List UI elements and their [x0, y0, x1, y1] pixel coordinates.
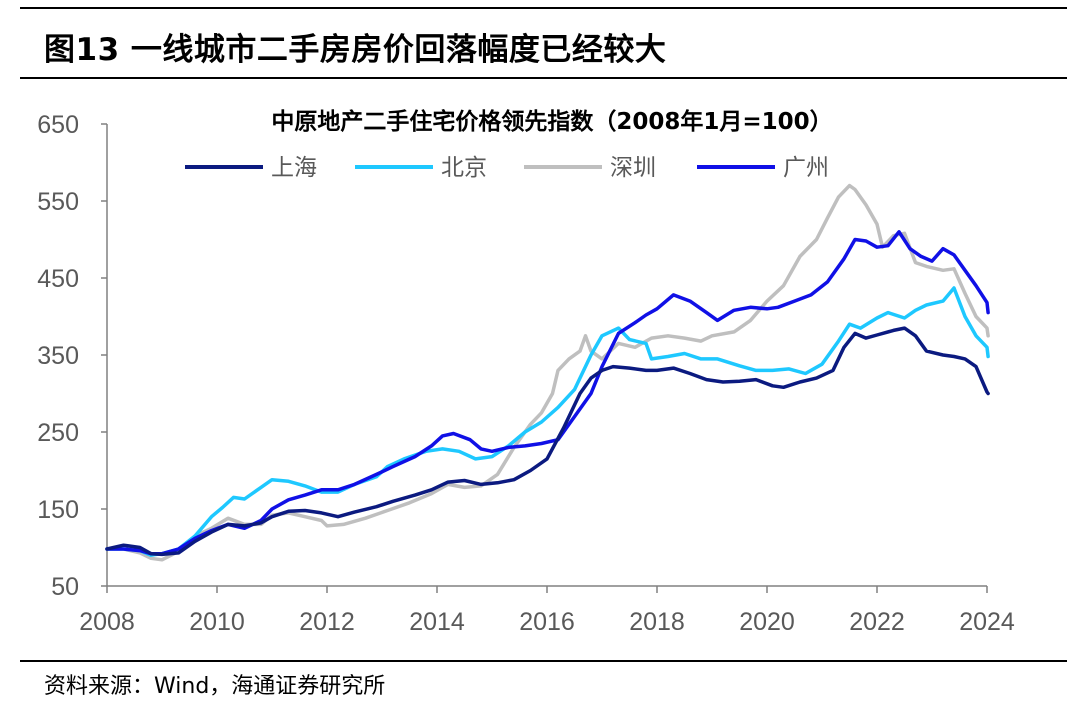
y-tick-label: 50	[51, 573, 79, 601]
chart-axes: 50 150 250 350 450 550 650 2008 2010 2012 2014 2016…	[37, 111, 1015, 636]
y-tick-label: 450	[37, 265, 79, 293]
top-rule	[20, 7, 1067, 9]
x-tick-label: 2024	[959, 608, 1015, 636]
x-tick-label: 2008	[79, 608, 135, 636]
x-tick-label: 2014	[409, 608, 465, 636]
x-tick-label: 2022	[849, 608, 905, 636]
source-rule	[20, 660, 1067, 662]
y-tick-label: 550	[37, 188, 79, 216]
source-note: 资料来源：Wind，海通证券研究所	[44, 674, 386, 699]
series-line-2	[105, 286, 990, 557]
x-tick-label: 2020	[739, 608, 795, 636]
chart-legend: 上海 北京 深圳 广州	[185, 155, 829, 181]
legend-label: 深圳	[610, 155, 656, 181]
y-tick-label: 350	[37, 342, 79, 370]
series-line-1	[105, 326, 990, 557]
y-tick-label: 250	[37, 419, 79, 447]
x-tick-label: 2010	[189, 608, 245, 636]
title-rule	[20, 77, 1067, 79]
series-line-4	[105, 230, 990, 556]
x-tick-label: 2012	[299, 608, 355, 636]
legend-label: 上海	[271, 155, 317, 181]
legend-label: 北京	[441, 155, 487, 181]
series-line-3	[105, 183, 990, 562]
x-tick-label: 2018	[629, 608, 685, 636]
figure-title: 图13 一线城市二手房房价回落幅度已经较大	[44, 32, 667, 68]
x-tick-label: 2016	[519, 608, 575, 636]
y-tick-label: 650	[37, 111, 79, 139]
chart-title: 中原地产二手住宅价格领先指数（2008年1月=100）	[271, 108, 832, 135]
chart-series	[105, 183, 990, 562]
y-tick-label: 150	[37, 496, 79, 524]
legend-label: 广州	[783, 155, 829, 181]
